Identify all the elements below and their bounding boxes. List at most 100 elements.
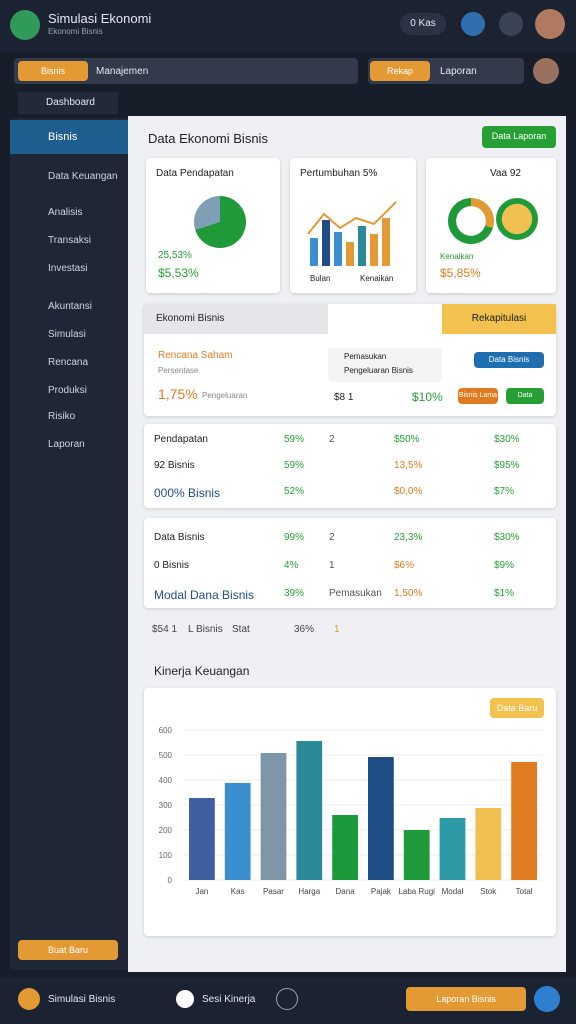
mid: $8 1 [334, 392, 354, 403]
pill[interactable]: Data Bisnis [474, 352, 544, 368]
cell: $0,0% [394, 486, 423, 497]
y-tick-label: 500 [159, 751, 173, 760]
search-button[interactable]: Bisnis [18, 61, 88, 81]
bar [403, 830, 430, 880]
avatar[interactable] [535, 9, 565, 39]
nav-item[interactable]: Risiko [48, 411, 76, 422]
icon [176, 990, 194, 1008]
y-tick-label: 100 [159, 851, 173, 860]
cell: Pemasukan [329, 588, 382, 599]
cell: 1,50% [394, 588, 423, 599]
cell: $95% [494, 460, 520, 471]
search-field[interactable]: Bisnis Manajemen [14, 58, 358, 84]
label: Persentase [158, 366, 199, 375]
cell: $30% [494, 434, 520, 445]
y-tick-label: 0 [168, 876, 173, 885]
cell: $6% [394, 560, 415, 571]
card: Data Pendapatan 25,53% $5,53% [146, 158, 280, 293]
card: Vaa 92 Kenaikan $5,85% [426, 158, 556, 293]
report-button[interactable]: Rekap [370, 61, 430, 81]
mini-chart [307, 201, 397, 266]
summary-row[interactable]: $54 1 L Bisnis Stat 36% 1 [144, 616, 556, 642]
value: 1,75% [158, 386, 198, 402]
cell: $1% [494, 588, 515, 599]
label: Rencana Saham [158, 350, 233, 361]
cell: $7% [494, 486, 515, 497]
x-tick-label: Pasar [263, 887, 284, 896]
chart-panel: Data Baru 0 100 200 300 400 500 600 Jan Kas Pasar… [144, 688, 556, 936]
card-title: Data Pendapatan [156, 168, 234, 179]
card-value: $5,53% [158, 266, 199, 280]
panel-button[interactable]: Rekapitulasi [442, 304, 556, 334]
chart-button[interactable]: Data Baru [490, 698, 544, 718]
summary-cell: $54 1 [152, 624, 178, 635]
logo [10, 10, 40, 40]
search-text: Manajemen [96, 66, 149, 77]
nav-item[interactable]: Analisis [48, 207, 83, 218]
donut-icon [496, 198, 538, 240]
cell: 59% [284, 460, 305, 471]
nav-item[interactable]: Investasi [48, 263, 88, 274]
legend: Pemasukan [344, 352, 387, 361]
nav-item[interactable]: Transaksi [48, 235, 91, 246]
nav-item[interactable]: Laporan [48, 439, 85, 450]
user-avatar[interactable] [533, 58, 559, 84]
main-button[interactable]: Data Laporan [482, 126, 556, 148]
notification[interactable] [461, 12, 485, 36]
nav-item[interactable]: Data Keuangan [48, 171, 118, 182]
bar [511, 762, 537, 880]
footer-text: Sesi Kinerja [202, 994, 256, 1005]
cell: 0 Bisnis [154, 560, 190, 571]
card-title: Pertumbuhan 5% [300, 168, 378, 179]
nav-item[interactable]: Produksi [48, 385, 87, 396]
timer[interactable] [276, 988, 298, 1010]
cell: $9% [494, 560, 515, 571]
main-title: Data Ekonomi Bisnis [148, 131, 268, 146]
card-value: $5,85% [440, 266, 481, 280]
help[interactable] [534, 986, 560, 1012]
cell: $50% [394, 434, 420, 445]
cell: 92 Bisnis [154, 460, 195, 471]
nav-item[interactable]: Akuntansi [48, 301, 92, 312]
x-tick-label: Laba Rugi [398, 887, 435, 896]
main: Data Ekonomi Bisnis Data Laporan Data Pe… [128, 116, 566, 972]
sidebar: Bisnis Data Keuangan Analisis Transaksi Inve… [10, 118, 128, 970]
cell: 59% [284, 434, 305, 445]
nav-item[interactable]: Simulasi [48, 329, 86, 340]
pill[interactable]: Data [506, 388, 544, 404]
pill[interactable]: Bisnis Lama [458, 388, 498, 404]
legend: Pengeluaran Bisnis [344, 366, 413, 375]
dropdown[interactable]: Dashboard [18, 92, 118, 114]
messages[interactable] [499, 12, 523, 36]
cell: 4% [284, 560, 299, 571]
bottom-bar: Simulasi Bisnis Sesi Kinerja Laporan Bis… [0, 978, 576, 1024]
card-value: Kenaikan [440, 252, 474, 261]
app-title: Simulasi Ekonomi [48, 11, 152, 26]
legend-box [328, 348, 442, 382]
y-tick-label: 600 [159, 726, 173, 735]
bar [296, 741, 323, 880]
balance[interactable]: 0 Kas [400, 13, 446, 35]
cell: 2 [329, 532, 335, 543]
cell: 2 [329, 434, 335, 445]
sidebar-button[interactable]: Buat Baru [18, 940, 118, 960]
value-note: Pengeluaran [202, 391, 248, 400]
nav-item[interactable]: Rencana [48, 357, 89, 368]
cell: Modal Dana Bisnis [154, 588, 255, 602]
card-value: 25,53% [158, 250, 192, 261]
x-tick-label: Kas [231, 887, 245, 896]
x-tick-label: Stok [480, 887, 497, 896]
x-tick-label: Pajak [371, 887, 392, 896]
icon [18, 988, 40, 1010]
nav-item[interactable]: Bisnis [10, 120, 128, 154]
report-field[interactable]: Rekap Laporan [368, 58, 524, 84]
summary-cell: Stat [232, 624, 250, 635]
table: Pendapatan 59% 2 $50% $30% 92 Bisnis 59% 13,5% $… [144, 424, 556, 508]
card-title: Vaa 92 [490, 168, 521, 179]
y-tick-label: 300 [159, 801, 173, 810]
bar-chart: 0 100 200 300 400 500 600 Jan Kas Pasar Harga Dana P… [159, 726, 542, 896]
cell: Pendapatan [154, 434, 208, 445]
cell: 39% [284, 588, 305, 599]
footer-button[interactable]: Laporan Bisnis [406, 987, 526, 1011]
card: Pertumbuhan 5% Bulan Kenaikan [290, 158, 416, 293]
